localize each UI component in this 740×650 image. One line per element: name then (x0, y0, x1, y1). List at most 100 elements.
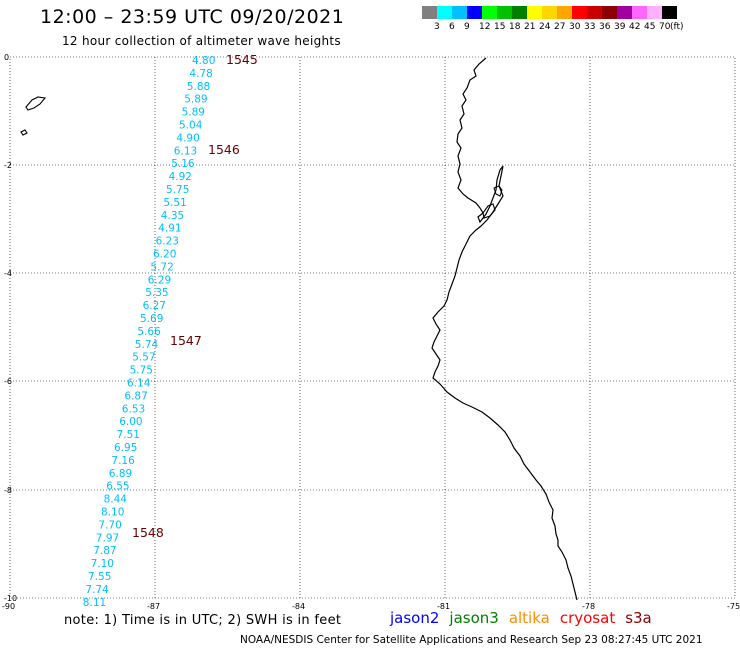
legend-label: 36 (599, 22, 611, 32)
lon-tick-label: -78 (582, 602, 595, 611)
wave-height-value: 5.51 (163, 197, 186, 209)
wave-height-value: 8.10 (101, 507, 124, 519)
wave-height-value: 6.13 (174, 145, 197, 157)
wave-height-value: 6.29 (148, 274, 171, 286)
legend-label: 45 (644, 22, 656, 32)
wave-height-value: 5.16 (171, 158, 195, 170)
wave-height-value: 6.89 (109, 468, 132, 480)
legend-swatch (557, 6, 572, 19)
puna-island (482, 203, 496, 219)
wave-height-value: 6.27 (143, 300, 166, 312)
lat-tick-label: -10 (4, 594, 17, 603)
wave-height-value: 4.92 (169, 171, 192, 183)
wave-height-value: 7.55 (88, 571, 111, 583)
wave-height-value: 5.35 (145, 287, 168, 299)
lat-tick-label: 0 (4, 53, 9, 62)
wave-height-values: 4.804.785.885.895.895.044.906.135.164.92… (83, 55, 216, 609)
wave-height-value: 4.35 (161, 210, 184, 222)
legend-label: (ft) (670, 22, 684, 32)
lat-tick-label: -6 (4, 377, 12, 386)
legend-swatch (542, 6, 557, 19)
lat-tick-label: -8 (4, 486, 12, 495)
wave-height-value: 7.16 (111, 455, 135, 467)
wave-height-value: 5.88 (187, 81, 210, 93)
lon-tick-label: -87 (147, 602, 160, 611)
legend-swatch (527, 6, 542, 19)
wave-height-value: 7.87 (93, 545, 116, 557)
wave-height-value: 6.23 (156, 236, 179, 248)
axis-ticks: 0 -2 -4 -6 -8 -10-90 -87 -84 -81 -78 -75 (2, 53, 740, 611)
legend-swatch (602, 6, 617, 19)
legend-swatch (452, 6, 467, 19)
color-legend-labels: 3 6 9 12 15 18 21 24 27 30 33 36 39 42 45 70 (ft) (424, 22, 740, 34)
legend-swatch (467, 6, 482, 19)
legend-swatch (647, 6, 662, 19)
color-legend (422, 6, 677, 19)
wave-height-value: 8.11 (83, 597, 106, 609)
coastline (20, 57, 578, 601)
pass-label: 1547 (170, 333, 202, 348)
satellite-label: altika (508, 609, 550, 627)
pass-labels: 1545 1546 1547 1548 (132, 52, 258, 540)
wave-height-value: 5.74 (135, 339, 159, 351)
wave-height-value: 6.95 (114, 442, 137, 454)
legend-label: 6 (449, 22, 455, 32)
legend-label: 15 (494, 22, 506, 32)
legend-swatch (482, 6, 497, 19)
wave-height-value: 7.10 (91, 558, 114, 570)
pass-label: 1545 (226, 52, 258, 67)
wave-height-value: 4.90 (176, 132, 199, 144)
legend-label: 39 (614, 22, 626, 32)
wave-height-value: 7.70 (98, 519, 121, 531)
lon-tick-label: -84 (292, 602, 305, 611)
map-subtitle: 12 hour collection of altimeter wave hei… (62, 34, 341, 48)
wave-height-value: 4.80 (192, 55, 215, 67)
legend-label: 70 (659, 22, 671, 32)
wave-height-value: 5.72 (150, 261, 173, 273)
pass-label: 1546 (208, 142, 240, 157)
satellite-label: cryosat (559, 609, 616, 627)
legend-label: 24 (539, 22, 551, 32)
pass-label: 1548 (132, 525, 164, 540)
legend-label: 33 (584, 22, 596, 32)
wave-height-value: 6.20 (153, 249, 176, 261)
satellite-label: jason3 (449, 609, 499, 627)
legend-label: 3 (434, 22, 440, 32)
wave-height-value: 7.74 (85, 584, 109, 596)
wave-height-value: 5.57 (132, 352, 155, 364)
satellite-label: s3a (625, 609, 652, 627)
wave-height-value: 5.66 (137, 326, 161, 338)
units-note: note: 1) Time is in UTC; 2) SWH is in fe… (64, 613, 342, 628)
legend-swatch (617, 6, 632, 19)
wave-height-value: 7.97 (96, 532, 119, 544)
wave-height-value: 6.87 (124, 390, 147, 402)
satellite-label: jason2 (390, 609, 440, 627)
lon-tick-label: -81 (437, 602, 450, 611)
wave-height-value: 4.78 (189, 68, 212, 80)
satellite-legend: jason2 jason3 altika cryosat s3a (390, 609, 662, 627)
legend-label: 30 (569, 22, 581, 32)
lat-tick-label: -4 (4, 269, 12, 278)
map-title: 12:00 – 23:59 UTC 09/20/2021 (40, 6, 345, 28)
wave-height-value: 5.04 (179, 120, 203, 132)
legend-label: 12 (479, 22, 491, 32)
lat-tick-label: -2 (4, 161, 12, 170)
wave-height-value: 6.14 (127, 378, 151, 390)
wave-height-value: 6.55 (106, 481, 129, 493)
small-island (20, 129, 28, 136)
legend-swatch (422, 6, 437, 19)
legend-label: 18 (509, 22, 521, 32)
isabela-island (25, 96, 47, 111)
wave-height-value: 4.91 (158, 223, 181, 235)
wave-height-value: 5.89 (182, 107, 205, 119)
wave-height-value: 5.75 (130, 365, 153, 377)
legend-swatch (497, 6, 512, 19)
legend-label: 9 (464, 22, 470, 32)
legend-label: 42 (629, 22, 641, 32)
wave-height-value: 6.00 (119, 416, 142, 428)
wave-height-value: 7.51 (117, 429, 140, 441)
lon-tick-label: -90 (2, 602, 15, 611)
wave-height-value: 5.89 (184, 94, 207, 106)
south-america-coastline (431, 57, 578, 601)
